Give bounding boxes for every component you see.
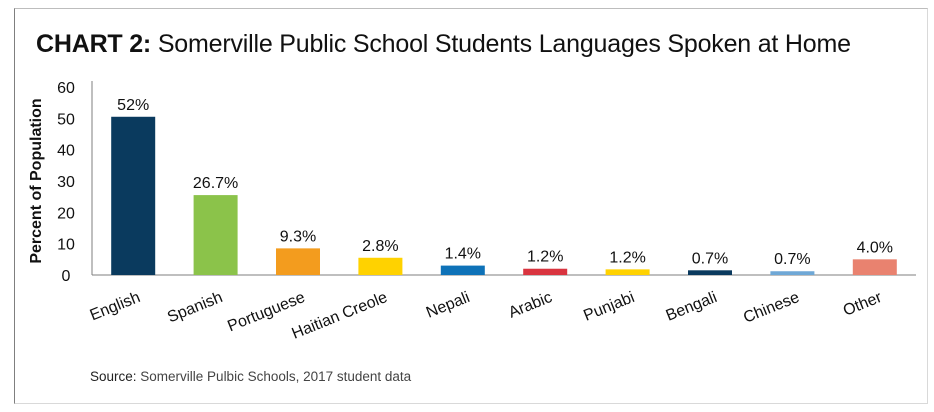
- bar: [111, 116, 156, 276]
- y-tick-label: 10: [57, 237, 75, 254]
- x-tick-label: Bengali: [664, 289, 720, 325]
- y-tick-label: 30: [57, 174, 75, 191]
- x-tick-label: Haitian Creole: [290, 289, 390, 343]
- y-tick-label: 20: [57, 205, 75, 222]
- y-tick-label: 60: [57, 80, 75, 97]
- source-note: Source: Somerville Pulbic Schools, 2017 …: [90, 369, 411, 384]
- data-label: 0.7%: [692, 250, 728, 267]
- x-tick-label: Punjabi: [581, 289, 637, 325]
- bar: [605, 269, 650, 275]
- data-label: 52%: [117, 97, 149, 114]
- data-label: 0.7%: [774, 251, 810, 268]
- chart-title: CHART 2: Somerville Public School Studen…: [36, 30, 851, 59]
- bar: [688, 270, 732, 275]
- x-tick-label: Arabic: [506, 289, 554, 322]
- data-label: 26.7%: [193, 175, 238, 192]
- data-label: 2.8%: [362, 238, 398, 255]
- bar: [440, 265, 485, 275]
- y-tick-label: 0: [62, 268, 71, 285]
- x-tick-label: Nepali: [424, 289, 472, 322]
- x-tick-label: Chinese: [741, 289, 802, 327]
- x-tick-label: Spanish: [165, 289, 225, 326]
- data-label: 4.0%: [857, 239, 893, 256]
- y-tick-label: 40: [57, 143, 75, 160]
- source-lead: Source:: [90, 369, 137, 384]
- x-tick-label: Other: [841, 289, 885, 320]
- data-label: 1.4%: [445, 246, 481, 263]
- y-axis-label: Percent of Population: [28, 98, 45, 263]
- chart-frame: [14, 8, 928, 404]
- bar: [276, 248, 320, 275]
- chart-title-text: Somerville Public School Students Langua…: [151, 30, 851, 58]
- bar: [852, 259, 897, 275]
- data-label: 1.2%: [609, 249, 645, 266]
- x-tick-label: English: [88, 289, 143, 324]
- data-label: 9.3%: [280, 228, 316, 245]
- bar: [523, 268, 568, 275]
- bar: [358, 257, 403, 275]
- source-text: Somerville Pulbic Schools, 2017 student …: [136, 369, 412, 384]
- data-label: 1.2%: [527, 249, 563, 266]
- y-tick-label: 50: [57, 111, 75, 128]
- chart-title-lead: CHART 2:: [36, 30, 152, 58]
- bar: [770, 271, 815, 275]
- bar: [193, 195, 238, 275]
